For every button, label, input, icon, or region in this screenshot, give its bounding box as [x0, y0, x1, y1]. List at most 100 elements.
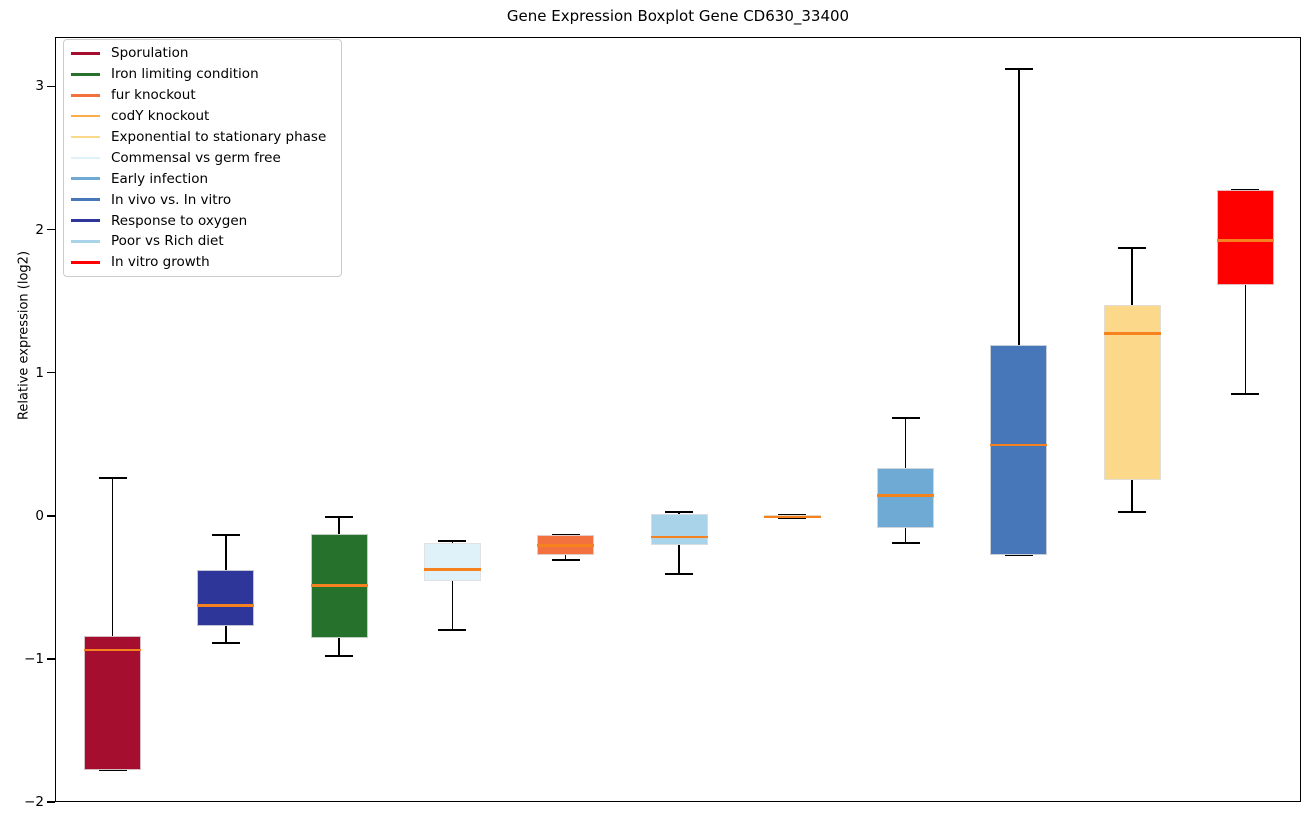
legend-item: codY knockout	[64, 106, 341, 127]
upper-whisker	[1018, 68, 1020, 345]
legend-swatch	[71, 52, 100, 55]
box	[877, 468, 935, 529]
legend-label: Sporulation	[111, 45, 189, 62]
legend-item: In vitro growth	[64, 252, 341, 273]
lower-cap	[665, 573, 693, 575]
legend: Sporulation Iron limiting condition fur kn…	[63, 39, 342, 277]
upper-cap	[1004, 67, 1033, 70]
legend-swatch	[71, 73, 100, 76]
legend-swatch	[71, 240, 100, 243]
upper-whisker	[338, 516, 340, 534]
legend-label: Early infection	[111, 170, 209, 187]
lower-whisker	[1131, 479, 1133, 513]
legend-item: fur knockout	[64, 85, 341, 106]
legend-item: Exponential to stationary phase	[64, 127, 341, 148]
y-tick-label: 0	[35, 507, 44, 524]
median-line	[877, 494, 935, 497]
box	[990, 345, 1048, 556]
y-tick-mark	[47, 85, 55, 88]
median-line	[763, 515, 821, 518]
legend-swatch	[71, 177, 100, 181]
y-tick-label: 2	[35, 221, 44, 238]
lower-whisker	[338, 638, 340, 656]
legend-swatch	[71, 156, 100, 160]
legend-label: In vivo vs. In vitro	[111, 191, 232, 208]
legend-swatch	[71, 93, 100, 97]
lower-cap	[891, 541, 920, 544]
legend-item: Sporulation	[64, 43, 341, 64]
lower-cap	[778, 517, 807, 520]
lower-cap	[325, 654, 354, 657]
y-tick-label: 3	[35, 78, 44, 95]
legend-item: Poor vs Rich diet	[64, 231, 341, 252]
median-line	[650, 535, 708, 539]
y-tick-mark	[47, 371, 55, 374]
upper-whisker	[904, 417, 907, 469]
legend-swatch	[71, 135, 100, 139]
upper-cap	[98, 477, 127, 480]
legend-swatch	[71, 114, 100, 118]
median-line	[990, 443, 1048, 447]
y-tick-label: 1	[35, 364, 44, 381]
median-line	[310, 584, 368, 587]
legend-label: In vitro growth	[111, 254, 210, 271]
legend-label: Iron limiting condition	[111, 66, 259, 83]
upper-cap	[438, 540, 467, 543]
upper-whisker	[1131, 247, 1133, 305]
box	[650, 513, 708, 546]
median-line	[197, 604, 255, 607]
legend-swatch	[71, 219, 100, 222]
lower-whisker	[678, 545, 680, 574]
lower-cap	[551, 558, 580, 561]
upper-whisker	[225, 535, 227, 570]
box	[423, 542, 481, 582]
y-axis-label: Relative expression (log2)	[16, 250, 32, 421]
box	[197, 569, 255, 626]
box	[1216, 190, 1274, 285]
legend-item: Early infection	[64, 168, 341, 189]
upper-cap	[665, 511, 693, 514]
upper-cap	[1118, 246, 1147, 249]
lower-cap	[98, 769, 127, 772]
lower-cap	[1004, 554, 1033, 557]
legend-label: Poor vs Rich diet	[111, 233, 224, 250]
box	[1103, 304, 1161, 480]
lower-cap	[1231, 392, 1260, 395]
y-tick-label: −2	[24, 794, 44, 810]
legend-label: Commensal vs germ free	[111, 149, 281, 166]
y-tick-mark	[47, 514, 55, 517]
upper-cap	[325, 515, 354, 518]
legend-label: Exponential to stationary phase	[111, 129, 327, 145]
lower-cap	[438, 628, 467, 631]
legend-item: Response to oxygen	[64, 210, 341, 231]
lower-whisker	[225, 625, 227, 643]
lower-whisker	[1244, 284, 1247, 394]
legend-swatch	[71, 198, 100, 201]
median-line	[537, 544, 595, 547]
median-line	[84, 648, 142, 652]
y-tick-mark	[47, 658, 55, 660]
legend-item: In vivo vs. In vitro	[64, 189, 341, 210]
legend-swatch	[71, 261, 100, 264]
legend-item: Iron limiting condition	[64, 64, 341, 85]
y-tick-mark	[47, 801, 55, 803]
lower-cap	[211, 641, 240, 644]
median-line	[1103, 332, 1161, 335]
y-tick-mark	[47, 228, 55, 231]
box	[84, 635, 142, 771]
upper-whisker	[111, 478, 114, 636]
lower-whisker	[564, 555, 567, 560]
legend-label: Response to oxygen	[111, 212, 248, 229]
lower-whisker	[451, 581, 454, 630]
lower-cap	[1118, 511, 1147, 514]
lower-whisker	[904, 528, 907, 543]
legend-label: fur knockout	[111, 87, 196, 104]
median-line	[1216, 239, 1274, 242]
y-tick-label: −1	[24, 650, 44, 667]
upper-cap	[891, 416, 920, 419]
legend-item: Commensal vs germ free	[64, 147, 341, 168]
median-line	[423, 568, 481, 571]
legend-label: codY knockout	[111, 108, 210, 125]
plot-area: Sporulation Iron limiting condition fur kn…	[55, 37, 1301, 802]
upper-cap	[211, 534, 240, 537]
